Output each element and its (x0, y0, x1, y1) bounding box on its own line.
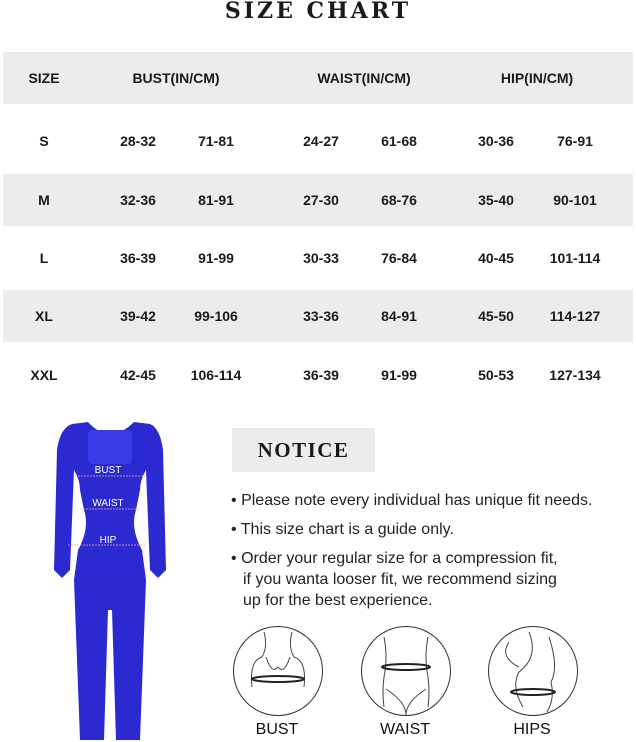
cell-bust-cm: 99-106 (194, 308, 238, 324)
table-row: XXL 42-45 106-114 36-39 91-99 50-53 127-134 (3, 349, 633, 401)
notice-text: This size chart is a guide only. (240, 521, 454, 538)
cell-size: L (39, 250, 49, 266)
cell-hip-cm: 114-127 (549, 308, 601, 324)
cell-bust-cm: 91-99 (198, 250, 234, 266)
bullet: • (231, 521, 237, 538)
waist-measure-icon (361, 626, 451, 716)
bust-measure-icon (233, 626, 323, 716)
table-row: XL 39-42 99-106 33-36 84-91 45-50 114-127 (3, 290, 633, 342)
figure-label-waist: WAIST (92, 498, 123, 509)
header-hip: HIP(IN/CM) (500, 70, 574, 86)
notice-item: • Please note every individual has uniqu… (231, 490, 592, 511)
cell-waist-in: 33-36 (303, 308, 339, 324)
cell-waist-in: 27-30 (303, 192, 339, 208)
waist-guide-label: WAIST (379, 721, 431, 738)
hips-measure-icon (488, 626, 578, 716)
cell-size: M (38, 192, 50, 208)
bullet: • (231, 550, 237, 567)
cell-bust-in: 36-39 (120, 250, 156, 266)
cell-hip-cm: 127-134 (549, 367, 601, 383)
bodysuit-figure: BUST WAIST HIP (54, 422, 166, 740)
header-waist: WAIST(IN/CM) (317, 70, 411, 86)
cell-waist-in: 24-27 (303, 133, 339, 149)
cell-hip-in: 40-45 (478, 250, 514, 266)
cell-size: XXL (30, 367, 58, 383)
cell-bust-cm: 71-81 (198, 133, 234, 149)
cell-bust-cm: 106-114 (190, 367, 242, 383)
cell-waist-cm: 61-68 (381, 133, 417, 149)
cell-size: S (39, 133, 49, 149)
notice-text: Please note every individual has unique … (241, 492, 593, 509)
table-row: M 32-36 81-91 27-30 68-76 35-40 90-101 (3, 174, 633, 226)
cell-hip-in: 50-53 (478, 367, 514, 383)
cell-hip-cm: 90-101 (553, 192, 597, 208)
cell-bust-cm: 81-91 (198, 192, 234, 208)
cell-waist-cm: 68-76 (381, 192, 417, 208)
header-bust: BUST(IN/CM) (132, 70, 220, 86)
bust-guide-label: BUST (255, 721, 299, 738)
notice-item: • Order your regular size for a compress… (231, 548, 558, 611)
cell-bust-in: 32-36 (120, 192, 156, 208)
cell-size: XL (35, 308, 53, 324)
cell-hip-cm: 101-114 (549, 250, 601, 266)
notice-text: if you wanta looser fit, we recommend si… (243, 571, 557, 588)
table-row: L 36-39 91-99 30-33 76-84 40-45 101-114 (3, 232, 633, 284)
cell-waist-cm: 76-84 (381, 250, 417, 266)
table-header: SIZE BUST(IN/CM) WAIST(IN/CM) HIP(IN/CM) (3, 52, 633, 104)
cell-hip-cm: 76-91 (557, 133, 593, 149)
cell-bust-in: 42-45 (120, 367, 156, 383)
cell-bust-in: 28-32 (120, 133, 156, 149)
figure-label-bust: BUST (95, 465, 122, 476)
bullet: • (231, 492, 237, 509)
cell-waist-cm: 91-99 (381, 367, 417, 383)
cell-hip-in: 45-50 (478, 308, 514, 324)
cell-waist-cm: 84-91 (381, 308, 417, 324)
notice-text: up for the best experience. (243, 592, 433, 609)
header-size: SIZE (28, 70, 60, 86)
cell-bust-in: 39-42 (120, 308, 156, 324)
notice-item: • This size chart is a guide only. (231, 519, 454, 540)
notice-text: Order your regular size for a compressio… (241, 550, 558, 567)
hips-guide-label: HIPS (513, 721, 551, 738)
page-title: SIZE CHART (224, 0, 412, 24)
cell-waist-in: 30-33 (303, 250, 339, 266)
figure-label-hip: HIP (100, 535, 117, 546)
bodysuit-torso (54, 422, 166, 740)
table-row: S 28-32 71-81 24-27 61-68 30-36 76-91 (3, 115, 633, 167)
notice-heading: NOTICE (232, 428, 375, 472)
cell-waist-in: 36-39 (303, 367, 339, 383)
cell-hip-in: 35-40 (478, 192, 514, 208)
cell-hip-in: 30-36 (478, 133, 514, 149)
